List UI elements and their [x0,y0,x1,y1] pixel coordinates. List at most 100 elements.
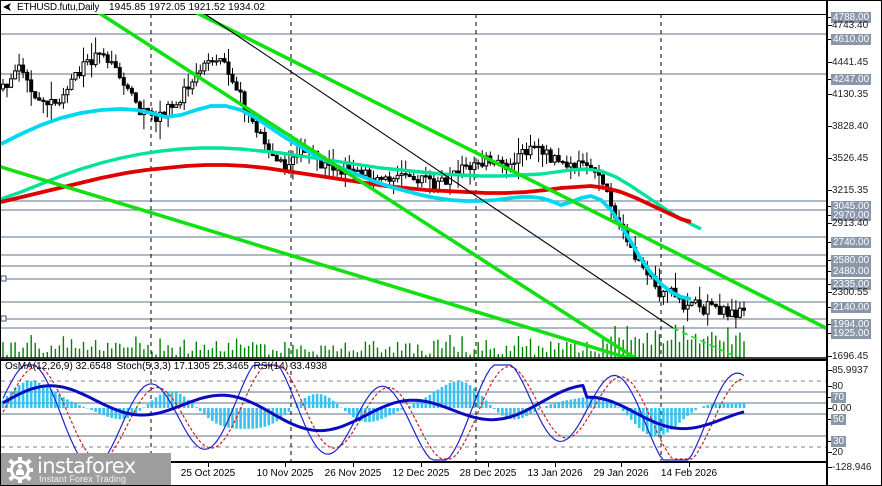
candle-body [77,72,82,77]
indicator-period-separators [150,363,662,462]
candle-body [419,175,424,184]
instaforex-watermark: instaforex Instant Forex Trading [1,453,171,485]
price-scale-label[interactable]: 4130.35 [832,89,869,100]
scale-tickmark [828,419,832,420]
level-handles[interactable] [1,275,7,322]
date-axis-label: 14 Feb 2026 [660,468,718,479]
candle-body [73,72,78,80]
scale-tickmark [828,260,832,261]
candle-body [355,169,360,172]
trendline-upper[interactable] [171,14,828,331]
price-scale-label[interactable]: 2970.00 [831,210,872,221]
indicator-scale-label[interactable]: 30 [831,436,847,447]
candle-body [742,307,746,311]
price-scale-label[interactable]: 2913.40 [832,218,869,229]
stoch-signal-line [2,365,745,460]
candle-body [532,145,537,148]
date-tickmark [621,463,622,467]
price-scale-label[interactable]: 4743.40 [832,20,869,31]
candle-body [41,99,46,102]
price-scale-label[interactable]: 2300.55 [832,287,869,298]
candle-body [17,64,22,72]
scale-tickmark [828,441,832,442]
candle-body [444,177,448,185]
trendline-steep[interactable] [79,14,641,359]
candle-body [61,94,66,104]
candle-body [729,309,734,317]
candle-body [137,101,142,116]
candle-body [105,54,110,63]
date-tickmark [689,463,690,467]
price-scale-label[interactable]: 2480.00 [831,266,872,277]
price-scale-label[interactable]: 1925.00 [831,328,872,339]
indicator-scale-label[interactable]: -128.946 [832,462,872,473]
price-scale-label[interactable]: 2335.00 [831,279,872,290]
price-scale-label[interactable]: 2140.00 [831,302,872,313]
candle-body [258,131,263,134]
trendline-lower[interactable] [1,164,641,359]
candle-body [57,102,62,105]
candle-body [391,178,396,182]
indicator-scale-label[interactable]: 0.00 [832,403,852,414]
price-scale[interactable]: 4788.00 4743.40 4610.00 4441.45 4247.00 4130.… [826,1,881,485]
indicator-scale-label[interactable]: 80 [832,381,844,392]
price-scale-label[interactable]: 3828.40 [832,121,869,132]
indicator-scale-label[interactable]: 20 [832,447,844,458]
candle-body [218,58,223,62]
candle-body [685,304,690,310]
candle-body [113,61,118,69]
scale-tickmark [828,158,832,159]
candle-body [1,83,5,90]
trendline-thin[interactable] [199,14,674,329]
candle-body [117,67,122,79]
candle-body [13,70,18,80]
candle-body [222,58,227,63]
date-tickmark [353,463,354,467]
candle-body [689,302,694,306]
candle-body [262,132,267,145]
stoch-bands [1,380,828,448]
price-scale-label[interactable]: 3215.35 [832,185,869,196]
candle-body [121,77,126,86]
price-scale-label[interactable]: 4247.00 [831,74,872,85]
candle-body [178,102,183,106]
price-scale-label[interactable]: 2740.00 [831,237,872,248]
date-axis-label: 13 Jan 2026 [527,468,583,479]
ma-fast-line [1,104,692,301]
trendline-thin-projection[interactable] [672,327,742,359]
indicator-scale-label[interactable]: 70 [831,392,847,403]
axis-divider [1,461,828,463]
candle-body [597,171,601,176]
price-scale-label[interactable]: 3526.45 [832,153,869,164]
candle-body [693,299,698,304]
date-tickmark [421,463,422,467]
stoch-main-line [2,364,745,461]
indicator-scale-label[interactable]: 50 [831,414,847,425]
scale-tickmark [828,370,832,371]
candle-body [403,173,408,176]
symbol-label: ETHUSD.futu,Daily [17,2,100,13]
ohlc-values: 1945.85 1972.05 1921.52 1934.02 [109,2,266,13]
candle-body [411,176,416,181]
price-scale-label[interactable]: 4441.45 [832,57,869,68]
candle-body [49,99,54,106]
candle-body [500,159,505,164]
candle-body [133,92,138,103]
scale-tickmark [828,39,832,40]
indicator-scale-label[interactable]: 85.9937 [832,365,869,376]
price-scale-label[interactable]: 1696.45 [832,351,869,362]
date-axis-label: 29 Jan 2026 [593,468,649,479]
price-scale-label[interactable]: 4788.00 [831,12,872,23]
candle-body [415,179,420,184]
candle-body [572,162,577,169]
price-scale-label[interactable]: 1994.00 [831,319,872,330]
header-divider [1,14,828,15]
candle-body [21,64,26,73]
price-scale-label[interactable]: 2580.00 [831,255,872,266]
candle-body [548,149,553,163]
price-scale-label[interactable]: 4610.00 [831,34,872,45]
candle-body [387,176,392,182]
price-scale-label[interactable]: 3045.00 [831,201,872,212]
scale-tickmark [828,94,832,95]
candle-body [721,306,726,315]
